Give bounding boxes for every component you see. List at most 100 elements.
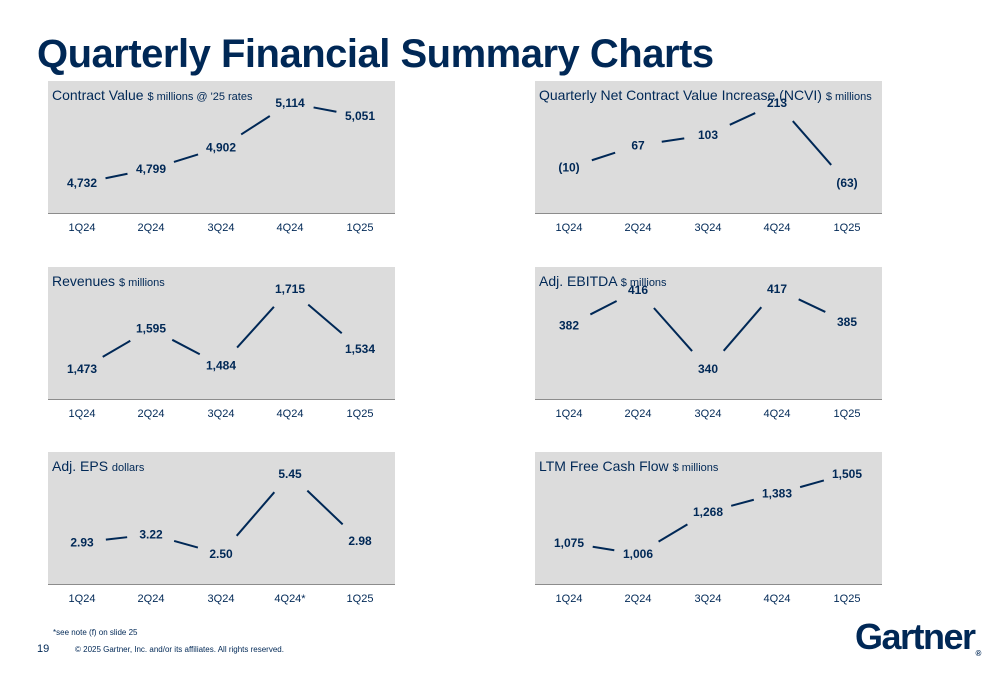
page-title: Quarterly Financial Summary Charts: [37, 32, 714, 76]
series-line-segment: [235, 491, 276, 537]
x-tick-label: 3Q24: [695, 408, 722, 420]
series-line-segment: [792, 120, 832, 166]
data-label: 416: [628, 283, 648, 297]
x-tick-label: 1Q25: [834, 408, 861, 420]
data-label: 1,473: [67, 362, 97, 376]
x-tick-label: 1Q24: [556, 408, 583, 420]
x-tick-label: 1Q25: [347, 408, 374, 420]
series-line-segment: [798, 298, 826, 313]
data-label: 340: [698, 362, 718, 376]
data-label: (63): [836, 176, 857, 190]
chart-title: Adj. EPS dollars: [52, 458, 144, 474]
x-tick-label: 2Q24: [138, 222, 165, 234]
series-line-segment: [661, 137, 685, 143]
data-label: 3.22: [139, 527, 163, 541]
series-line-segment: [236, 306, 275, 349]
ltm-free-cash-flow-chart: LTM Free Cash Flow $ millions 1,075 1,006…: [535, 452, 882, 617]
chart-title: Revenues $ millions: [52, 273, 165, 289]
x-tick-label: 4Q24: [764, 593, 791, 605]
adj-eps-chart: Adj. EPS dollars 2.93 3.22 2.50 5.45 2.98 1Q2…: [48, 452, 395, 617]
data-label: 1,484: [206, 358, 236, 372]
data-label: 2.93: [70, 535, 94, 549]
series-line-segment: [240, 115, 271, 136]
chart-title-text: Contract Value: [52, 87, 144, 103]
x-tick-label: 3Q24: [208, 408, 235, 420]
chart-title-text: Quarterly Net Contract Value Increase (N…: [539, 87, 822, 103]
plot-area: [535, 452, 882, 585]
line-chart-svg: (10) 67 103 213 (63) 1Q24 2Q24 3Q24 4Q24 1Q25: [556, 96, 861, 234]
chart-title: Contract Value $ millions @ '25 rates: [52, 87, 252, 103]
x-tick-label: 2Q24: [625, 593, 652, 605]
data-label: 213: [767, 96, 787, 110]
page-number: 19: [37, 643, 50, 655]
data-label: 1,595: [136, 322, 166, 336]
x-tick-label: 4Q24*: [274, 593, 306, 605]
series-line-segment: [591, 151, 616, 162]
chart-unit: $ millions @ '25 rates: [147, 91, 253, 103]
series-line-segment: [729, 112, 756, 126]
x-tick-label: 3Q24: [208, 222, 235, 234]
chart-title-text: Adj. EBITDA: [539, 273, 617, 289]
series-line-segment: [171, 338, 201, 356]
data-label: 2.50: [209, 547, 233, 561]
chart-unit: $ millions: [825, 91, 872, 103]
ncvi-chart: Quarterly Net Contract Value Increase (N…: [535, 81, 882, 246]
x-tick-label: 4Q24: [764, 408, 791, 420]
x-tick-label: 1Q24: [556, 593, 583, 605]
x-tick-label: 3Q24: [695, 222, 722, 234]
x-tick-label: 3Q24: [695, 593, 722, 605]
series-line-segment: [799, 479, 825, 489]
line-chart-svg: 2.93 3.22 2.50 5.45 2.98 1Q24 2Q24 3Q24 4Q24* 1Q2…: [69, 467, 374, 605]
line-chart-svg: 4,732 4,799 4,902 5,114 5,051 1Q24 2Q24 3Q24 4Q2…: [67, 96, 375, 234]
footnote: *see note (f) on slide 25: [53, 628, 138, 637]
data-label: 1,075: [554, 536, 584, 550]
series-line-segment: [722, 306, 763, 352]
data-label: 5,114: [275, 96, 305, 110]
data-label: 1,505: [832, 467, 862, 481]
data-label: 1,534: [345, 342, 375, 356]
series-line-segment: [313, 106, 337, 113]
x-tick-label: 4Q24: [277, 408, 304, 420]
x-tick-label: 1Q25: [347, 222, 374, 234]
x-tick-label: 1Q25: [834, 222, 861, 234]
plot-area: [535, 81, 882, 214]
series-line-segment: [592, 545, 615, 552]
x-tick-label: 2Q24: [138, 408, 165, 420]
data-label: 5.45: [278, 467, 302, 481]
x-tick-label: 1Q24: [69, 593, 96, 605]
series-line-segment: [730, 498, 755, 507]
logo-text: Gartner: [855, 616, 976, 657]
series-line-segment: [653, 307, 693, 352]
x-tick-label: 4Q24: [764, 222, 791, 234]
x-tick-label: 2Q24: [625, 408, 652, 420]
series-line-segment: [589, 300, 618, 316]
data-label: 103: [698, 128, 718, 142]
x-tick-label: 2Q24: [138, 593, 165, 605]
x-tick-label: 3Q24: [208, 593, 235, 605]
x-tick-label: 4Q24: [277, 222, 304, 234]
data-label: 4,902: [206, 140, 236, 154]
data-label: 1,715: [275, 282, 305, 296]
data-label: 1,268: [693, 505, 723, 519]
contract-value-chart: Contract Value $ millions @ '25 rates 4,…: [48, 81, 395, 246]
registered-mark: ®: [975, 649, 982, 658]
series-line-segment: [658, 523, 688, 543]
series-line-segment: [102, 339, 131, 358]
plot-area: [48, 81, 395, 214]
data-label: 1,006: [623, 547, 653, 561]
series-line-segment: [173, 539, 199, 549]
copyright-notice: © 2025 Gartner, Inc. and/or its affiliat…: [75, 645, 284, 654]
chart-title: LTM Free Cash Flow $ millions: [539, 458, 718, 474]
x-tick-label: 1Q25: [347, 593, 374, 605]
data-label: 4,799: [136, 162, 166, 176]
gartner-logo: Gartner®: [855, 616, 981, 658]
data-label: 67: [631, 138, 645, 152]
data-label: 417: [767, 282, 787, 296]
data-label: 2.98: [348, 534, 372, 548]
data-label: 4,732: [67, 176, 97, 190]
series-line-segment: [105, 536, 128, 541]
chart-unit: $ millions: [620, 277, 667, 289]
chart-title-text: LTM Free Cash Flow: [539, 458, 669, 474]
plot-area: [48, 267, 395, 400]
x-tick-label: 1Q25: [834, 593, 861, 605]
